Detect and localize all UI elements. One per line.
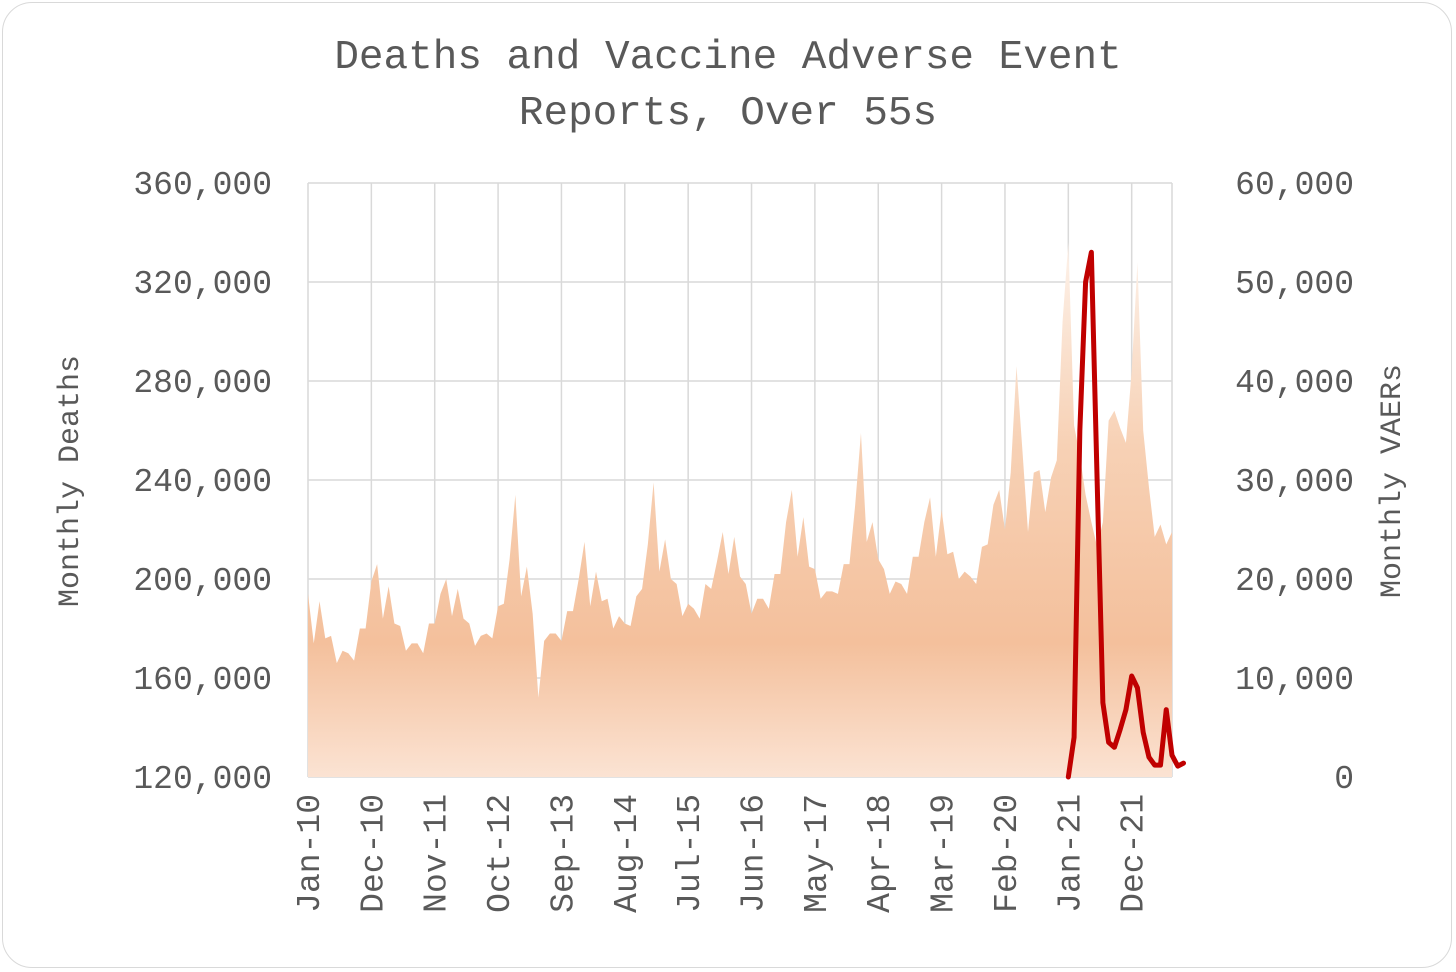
x-tick-label: Aug-14 xyxy=(609,794,646,913)
x-tick-label: Nov-11 xyxy=(419,794,456,913)
left-tick-label: 240,000 xyxy=(133,464,272,501)
y-axis-label-left: Monthly Deaths xyxy=(54,355,88,607)
deaths-area-layer xyxy=(308,242,1172,777)
right-tick-label: 60,000 xyxy=(1235,167,1354,204)
right-tick-label: 20,000 xyxy=(1235,563,1354,600)
right-tick-label: 0 xyxy=(1334,761,1354,798)
left-tick-label: 320,000 xyxy=(133,266,272,303)
x-tick-label: Dec-10 xyxy=(355,794,392,913)
vaers-line xyxy=(1065,249,1187,780)
right-tick-label: 10,000 xyxy=(1235,662,1354,699)
x-tick-label: Sep-13 xyxy=(545,794,582,913)
x-tick-label: Jan-21 xyxy=(1052,794,1089,913)
left-tick-label: 120,000 xyxy=(133,761,272,798)
x-axis-ticks: Jan-10 Dec-10 Nov-11 Oct-12 Sep-13 Aug-14 Jul-… xyxy=(292,794,1153,913)
chart-title-line1: Deaths and Vaccine Adverse Event xyxy=(334,35,1121,81)
x-tick-label: Dec-21 xyxy=(1116,794,1153,913)
vaers-line-layer xyxy=(1065,249,1187,780)
chart-title-line2: Reports, Over 55s xyxy=(519,91,937,137)
right-tick-label: 40,000 xyxy=(1235,365,1354,402)
left-tick-label: 200,000 xyxy=(133,563,272,600)
left-tick-label: 280,000 xyxy=(133,365,272,402)
left-tick-label: 160,000 xyxy=(133,662,272,699)
x-tick-label: Jun-16 xyxy=(736,794,773,913)
left-axis-ticks: 120,000 160,000 200,000 240,000 280,000 320,0… xyxy=(133,167,272,798)
left-tick-label: 360,000 xyxy=(133,167,272,204)
y-axis-label-right: Monthly VAERs xyxy=(1376,364,1410,598)
x-tick-label: Jul-15 xyxy=(672,794,709,913)
right-tick-label: 30,000 xyxy=(1235,464,1354,501)
x-tick-label: Mar-19 xyxy=(926,794,963,913)
x-tick-label: Oct-12 xyxy=(482,794,519,913)
x-tick-label: Feb-20 xyxy=(989,794,1026,913)
deaths-area xyxy=(308,242,1172,777)
x-tick-label: Jan-10 xyxy=(292,794,329,913)
x-tick-label: May-17 xyxy=(799,794,836,913)
right-axis-ticks: 0 10,000 20,000 30,000 40,000 50,000 60,000 xyxy=(1235,167,1354,798)
x-tick-label: Apr-18 xyxy=(862,794,899,913)
right-tick-label: 50,000 xyxy=(1235,266,1354,303)
